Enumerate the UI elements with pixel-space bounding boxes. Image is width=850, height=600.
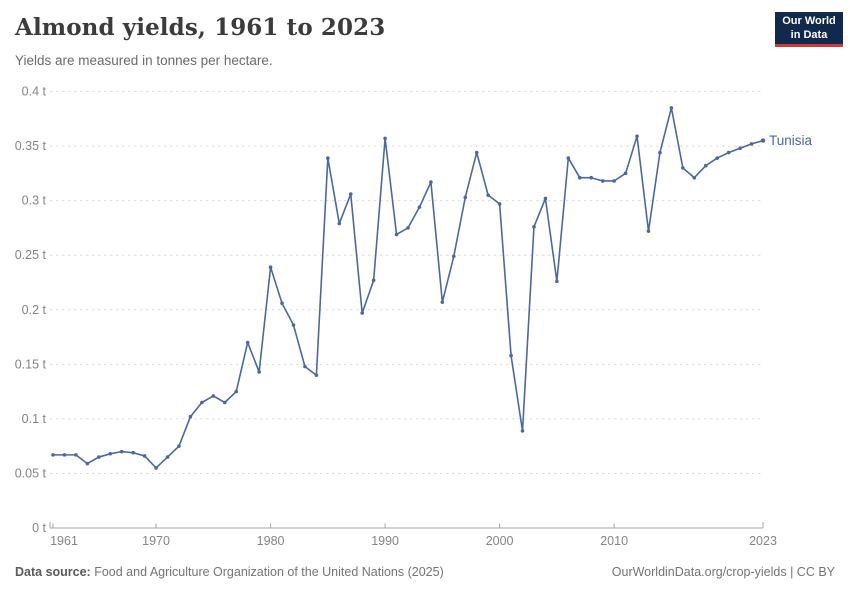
data-point[interactable] <box>234 389 239 394</box>
page-title: Almond yields, 1961 to 2023 <box>15 14 386 41</box>
entity-label-tunisia[interactable]: Tunisia <box>769 133 813 148</box>
owid-logo-line2: in Data <box>790 28 828 41</box>
x-axis-tick-label: 2000 <box>486 534 514 548</box>
data-point[interactable] <box>600 179 605 183</box>
data-point[interactable] <box>486 193 490 197</box>
data-point[interactable] <box>119 449 124 454</box>
data-point[interactable] <box>681 166 685 170</box>
y-axis-tick-label: 0.3 t <box>22 194 47 208</box>
chart-subtitle: Yields are measured in tonnes per hectar… <box>15 53 273 68</box>
data-point[interactable] <box>245 340 250 345</box>
data-point[interactable] <box>577 175 582 180</box>
data-point[interactable] <box>314 373 319 378</box>
data-point[interactable] <box>394 232 399 237</box>
data-point[interactable] <box>555 279 559 284</box>
x-axis-tick-label: 1990 <box>371 534 399 548</box>
data-point[interactable] <box>165 455 170 459</box>
data-point[interactable] <box>85 461 90 466</box>
data-point[interactable] <box>452 254 456 259</box>
data-point[interactable] <box>268 265 273 269</box>
data-point[interactable] <box>635 134 639 139</box>
data-point[interactable] <box>371 278 376 283</box>
data-point[interactable] <box>738 146 742 151</box>
data-point[interactable] <box>646 229 651 233</box>
data-point[interactable] <box>703 163 708 168</box>
data-point[interactable] <box>520 429 525 433</box>
data-point[interactable] <box>406 226 410 230</box>
x-axis-tick-label: 2023 <box>749 534 777 548</box>
owid-logo-line1: Our World <box>782 15 836 27</box>
data-point[interactable] <box>280 301 284 306</box>
x-axis-tick-label: 1961 <box>50 534 78 548</box>
owid-logo[interactable]: Our World in Data <box>775 12 843 47</box>
data-point[interactable] <box>440 300 445 304</box>
data-point[interactable] <box>749 142 754 146</box>
data-point[interactable] <box>74 453 78 457</box>
data-point[interactable] <box>291 323 296 327</box>
data-source: Data source: Food and Agriculture Organi… <box>15 565 444 579</box>
data-point[interactable] <box>474 150 479 155</box>
data-point[interactable] <box>142 454 147 458</box>
data-point[interactable] <box>360 311 364 315</box>
data-point[interactable] <box>211 394 216 398</box>
data-point[interactable] <box>543 196 548 201</box>
data-point[interactable] <box>383 136 387 141</box>
data-point[interactable] <box>760 138 766 143</box>
data-point[interactable] <box>623 171 628 176</box>
y-axis-tick-label: 0.4 t <box>22 85 47 99</box>
data-point[interactable] <box>669 106 674 110</box>
data-point[interactable] <box>222 400 227 405</box>
y-axis-tick-label: 0 t <box>32 521 46 535</box>
data-point[interactable] <box>154 466 158 470</box>
data-point[interactable] <box>326 156 330 160</box>
data-point[interactable] <box>108 451 113 456</box>
data-point[interactable] <box>188 414 193 419</box>
chart-footer: Data source: Food and Agriculture Organi… <box>15 565 835 579</box>
data-point[interactable] <box>726 150 731 155</box>
data-point[interactable] <box>612 179 616 183</box>
data-point[interactable] <box>532 225 536 229</box>
data-point[interactable] <box>429 180 433 184</box>
data-point[interactable] <box>348 192 353 196</box>
y-axis-tick-label: 0.25 t <box>15 248 47 262</box>
data-point[interactable] <box>177 444 181 448</box>
data-point[interactable] <box>497 202 502 206</box>
x-axis-tick-label: 1970 <box>142 534 170 548</box>
data-point[interactable] <box>51 453 55 457</box>
data-point[interactable] <box>566 156 571 160</box>
x-axis-tick-label: 2010 <box>600 534 628 548</box>
data-point[interactable] <box>715 156 719 160</box>
y-axis-tick-label: 0.05 t <box>15 466 47 480</box>
data-point[interactable] <box>131 450 135 455</box>
data-point[interactable] <box>463 195 468 200</box>
data-point[interactable] <box>337 221 342 226</box>
data-point[interactable] <box>303 364 307 369</box>
data-point[interactable] <box>257 370 261 374</box>
data-point[interactable] <box>658 150 662 155</box>
data-point[interactable] <box>417 205 422 209</box>
data-point[interactable] <box>200 400 204 405</box>
data-source-text: Food and Agriculture Organization of the… <box>94 565 444 579</box>
owid-citation-link[interactable]: OurWorldinData.org/crop-yields | CC BY <box>611 565 835 579</box>
x-axis-tick-label: 1980 <box>257 534 285 548</box>
data-point[interactable] <box>589 175 594 180</box>
line-series-tunisia[interactable] <box>52 107 764 469</box>
data-source-label: Data source: <box>15 565 91 579</box>
data-point[interactable] <box>692 175 697 180</box>
data-point[interactable] <box>62 453 67 457</box>
data-point[interactable] <box>97 455 101 459</box>
data-point[interactable] <box>509 353 513 358</box>
y-axis-tick-label: 0.15 t <box>15 357 47 371</box>
y-axis-tick-label: 0.35 t <box>15 139 47 153</box>
y-axis-tick-label: 0.1 t <box>22 412 47 426</box>
y-axis-tick-label: 0.2 t <box>22 303 47 317</box>
